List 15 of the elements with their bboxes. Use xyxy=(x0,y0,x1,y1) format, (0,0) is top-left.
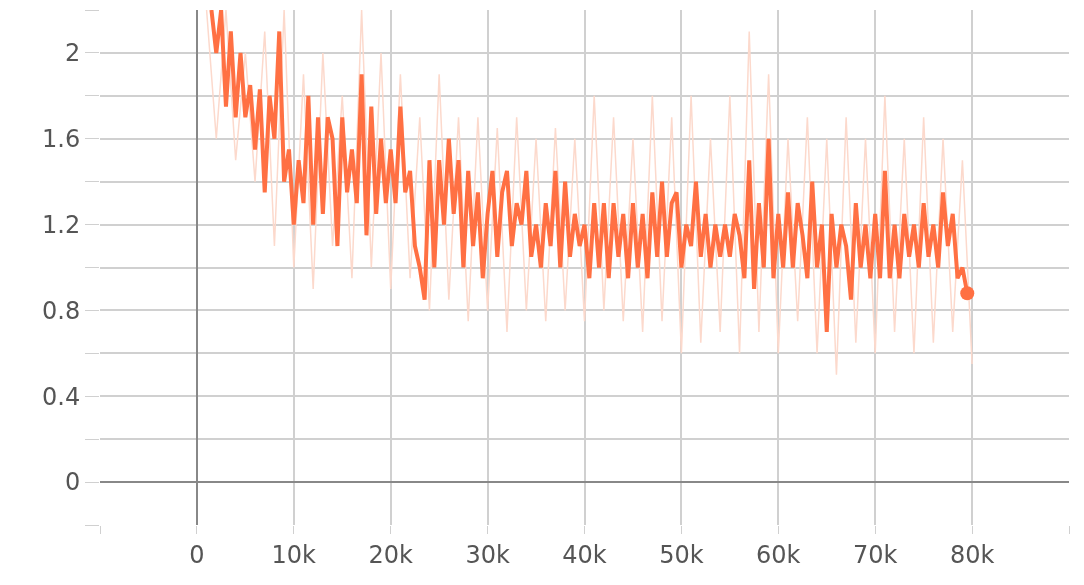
x-tick-label: 60k xyxy=(756,540,801,569)
x-tick-label: 10k xyxy=(271,540,317,569)
x-tick-label: 40k xyxy=(562,540,607,569)
x-tick-label: 80k xyxy=(949,540,995,569)
y-tick-label: 0 xyxy=(64,468,81,497)
x-tick-label: 70k xyxy=(852,540,898,569)
x-tick-label: 50k xyxy=(659,540,704,569)
y-tick-label: 1.6 xyxy=(42,125,81,154)
x-tick-label: 20k xyxy=(368,540,414,569)
y-tick-label: 0.4 xyxy=(42,382,81,411)
x-tick-label: 0 xyxy=(189,540,205,569)
x-tick-label: 30k xyxy=(465,540,510,569)
y-tick-label: 2 xyxy=(64,39,81,68)
y-tick-label: 0.8 xyxy=(42,296,81,325)
y-tick-label: 1.2 xyxy=(42,210,81,239)
